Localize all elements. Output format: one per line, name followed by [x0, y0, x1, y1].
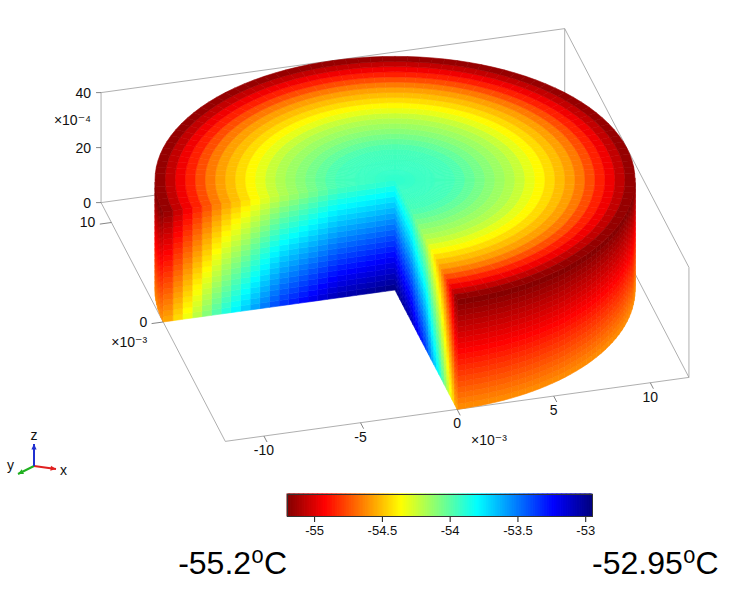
- svg-text:-5: -5: [354, 429, 367, 445]
- svg-text:5: 5: [550, 402, 558, 418]
- svg-text:-52.95⁰C: -52.95⁰C: [592, 545, 719, 581]
- svg-text:×10⁻⁴: ×10⁻⁴: [54, 112, 91, 128]
- svg-text:10: 10: [643, 389, 659, 405]
- svg-text:y: y: [7, 457, 14, 473]
- svg-text:-55.2⁰C: -55.2⁰C: [178, 545, 287, 581]
- svg-text:-10: -10: [254, 442, 274, 458]
- svg-text:0: 0: [453, 415, 461, 431]
- svg-text:0: 0: [139, 314, 147, 330]
- svg-text:×10⁻³: ×10⁻³: [471, 432, 507, 448]
- svg-text:-54: -54: [441, 523, 460, 538]
- svg-text:-53: -53: [576, 523, 595, 538]
- svg-text:x: x: [60, 462, 67, 478]
- svg-text:-53.5: -53.5: [503, 523, 533, 538]
- svg-text:×10⁻³: ×10⁻³: [111, 334, 147, 350]
- svg-text:0: 0: [83, 195, 91, 211]
- svg-text:-54.5: -54.5: [368, 523, 398, 538]
- svg-text:20: 20: [75, 140, 91, 156]
- svg-text:40: 40: [75, 85, 91, 101]
- svg-text:10: 10: [80, 214, 96, 230]
- svg-text:z: z: [31, 427, 38, 443]
- svg-text:-55: -55: [305, 523, 324, 538]
